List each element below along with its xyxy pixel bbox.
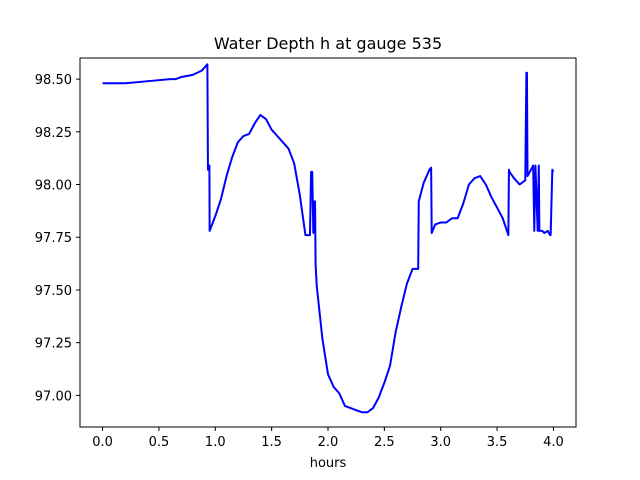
y-tick-label: 97.75 <box>35 231 72 246</box>
y-tick-label: 97.50 <box>35 284 72 299</box>
x-tick-label: 3.0 <box>430 435 451 450</box>
x-axis-label: hours <box>310 456 347 471</box>
x-tick-label: 3.5 <box>487 435 508 450</box>
x-tick-label: 1.5 <box>261 435 282 450</box>
y-tick-label: 98.50 <box>35 73 72 88</box>
x-tick-label: 4.0 <box>543 435 564 450</box>
plot-area <box>102 63 555 414</box>
y-tick-label: 98.25 <box>35 126 72 141</box>
y-tick-label: 97.00 <box>35 389 72 404</box>
x-tick-label: 1.0 <box>205 435 226 450</box>
x-tick-label: 2.5 <box>374 435 395 450</box>
series-line-0 <box>102 63 555 414</box>
plot-frame <box>79 57 577 428</box>
y-tick-label: 97.25 <box>35 337 72 352</box>
x-tick-label: 0.0 <box>92 435 113 450</box>
y-tick-label: 98.00 <box>35 179 72 194</box>
x-axis-ticks: 0.0 0.5 1.0 1.5 2.0 2.5 3.0 3.5 4.0 <box>92 427 564 450</box>
chart-title: Water Depth h at gauge 535 <box>214 34 442 53</box>
x-tick-label: 2.0 <box>318 435 339 450</box>
x-tick-label: 0.5 <box>149 435 170 450</box>
y-axis-ticks: 97.00 97.25 97.50 97.75 98.00 98.25 98.50 <box>35 73 80 404</box>
